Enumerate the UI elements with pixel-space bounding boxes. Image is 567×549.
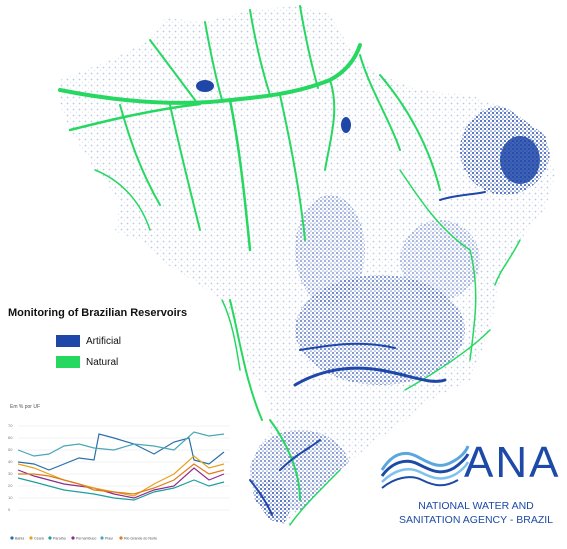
y-tick-label: 40 [8,459,13,464]
inset-chart-svg: 70 60 50 40 30 20 10 0 Bahia Ceará Paraíba Pernamb… [8,423,230,540]
series-line-1 [17,433,225,471]
legend-series-label: Piauí [105,536,113,540]
legend-dot [119,536,123,540]
y-tick-label: 20 [8,483,13,488]
legend-label-artificial: Artificial [86,335,122,347]
natural-river-network [58,5,521,526]
reservoir-balbina [196,80,214,92]
legend-item-artificial: Artificial [56,334,121,348]
ana-subtitle-line1: NATIONAL WATER AND [418,500,534,512]
legend-dot [29,536,33,540]
reservoir-tucurui [341,117,351,133]
ana-subtitle-line2: SANITATION AGENCY - BRAZIL [398,514,554,526]
legend-series-label: Pernambuco [76,536,96,540]
chart-caption: Em % por UF [10,404,41,410]
y-tick-label: 0 [8,507,11,512]
series-line-2 [17,431,225,457]
ana-wave-icon [380,445,470,489]
y-tick-label: 50 [8,447,13,452]
legend-series-label: Paraíba [53,536,66,540]
artificial-swatch [56,335,80,347]
y-tick-label: 30 [8,471,13,476]
ana-logo: ANA NATIONAL WATER AND SANITATION AGENCY… [380,436,565,544]
y-tick-label: 60 [8,435,13,440]
legend-series-label: Rio Grande do Norte [124,536,157,540]
legend-label-natural: Natural [86,356,119,368]
legend-title: Monitoring of Brazilian Reservoirs [8,307,188,319]
legend-dot [48,536,52,540]
legend-dot [100,536,104,540]
legend-series-label: Bahia [15,536,24,540]
artificial-reservoir-lines [249,191,486,516]
y-tick-label: 70 [8,423,13,428]
legend-dot [10,536,14,540]
ana-wordmark: ANA [464,438,561,487]
legend-dot [71,536,75,540]
legend-series-label: Ceará [34,536,44,540]
y-tick-label: 10 [8,495,13,500]
series-line-5 [17,477,225,501]
inset-reservoir-chart: Em % por UF 70 60 50 40 30 20 10 0 Bahia Ceará Pa… [4,404,234,544]
series-line-3 [17,467,225,499]
natural-swatch [56,356,80,368]
reservoir-northeast-cluster [500,136,540,184]
legend-item-natural: Natural [56,355,118,369]
series-line-6 [18,463,225,495]
